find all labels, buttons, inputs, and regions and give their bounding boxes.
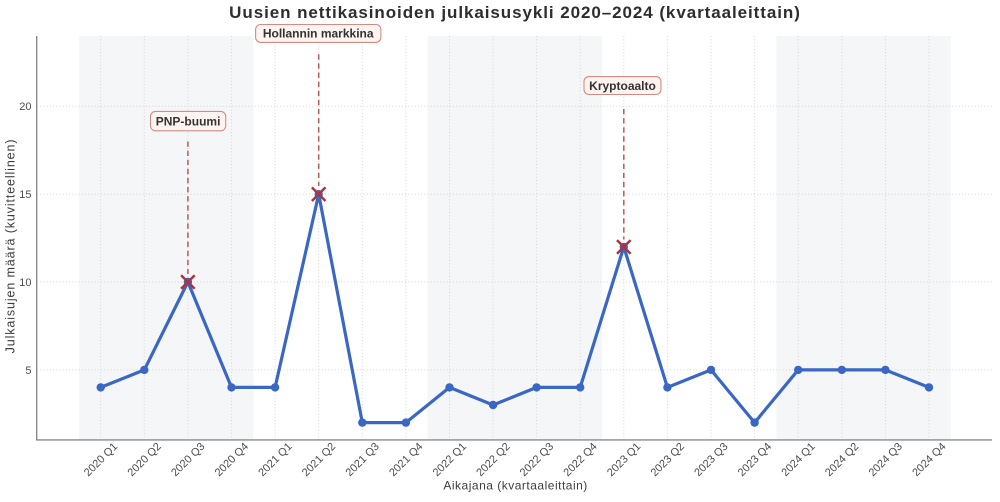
svg-text:Uusien nettikasinoiden julkais: Uusien nettikasinoiden julkaisusykli 202…: [229, 3, 801, 22]
svg-text:10: 10: [19, 277, 31, 289]
svg-text:PNP-buumi: PNP-buumi: [156, 114, 221, 128]
svg-text:15: 15: [19, 189, 31, 201]
svg-text:20: 20: [19, 101, 31, 113]
svg-text:Hollannin markkina: Hollannin markkina: [263, 27, 374, 41]
svg-text:Kryptoaalto: Kryptoaalto: [589, 79, 656, 93]
svg-text:5: 5: [25, 365, 31, 377]
svg-text:Julkaisujen määrä (kuvitteelli: Julkaisujen määrä (kuvitteellinen): [4, 139, 18, 354]
svg-text:Aikajana (kvartaaleittain): Aikajana (kvartaaleittain): [443, 479, 587, 493]
